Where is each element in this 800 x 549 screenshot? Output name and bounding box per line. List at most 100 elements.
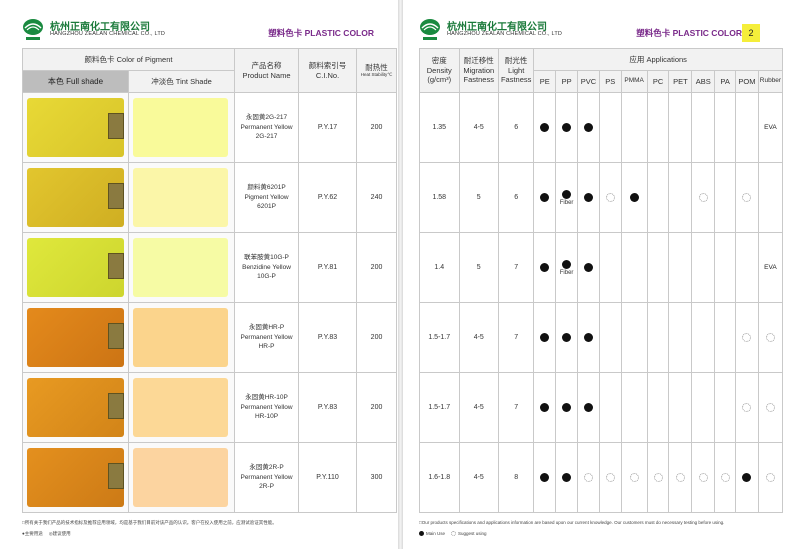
tint-shade-swatch xyxy=(133,98,229,157)
full-shade-swatch xyxy=(27,308,124,367)
suggest-use-icon xyxy=(742,403,752,412)
app-cell: Fiber xyxy=(555,232,578,303)
main-use-icon xyxy=(583,403,593,412)
main-use-icon xyxy=(562,403,572,412)
app-cell xyxy=(646,302,670,373)
tint-shade-swatch xyxy=(133,448,229,507)
app-cell xyxy=(620,232,648,303)
company-name-cn: 杭州正南化工有限公司 xyxy=(447,22,547,33)
app-col-header: PE xyxy=(533,70,557,93)
applications-header: 应用 Applications xyxy=(533,48,783,71)
app-cell xyxy=(555,302,578,373)
company-name-cn: 杭州正南化工有限公司 xyxy=(50,22,150,33)
page-number-badge: 2 xyxy=(742,24,760,42)
app-cell xyxy=(668,162,693,233)
product-name: 永固黄HR-P Permanent Yellow HR-P xyxy=(234,302,300,373)
app-text: EVA xyxy=(764,124,777,131)
app-cell xyxy=(646,92,670,163)
suggest-use-icon xyxy=(765,473,775,482)
app-cell xyxy=(620,302,648,373)
light-fastness: 7 xyxy=(497,372,535,443)
app-cell xyxy=(668,442,693,513)
app-cell xyxy=(598,232,622,303)
suggest-use-icon xyxy=(653,473,663,482)
main-use-icon xyxy=(540,193,550,202)
migration-fastness: 4-5 xyxy=(458,302,499,373)
migration-fastness: 4-5 xyxy=(458,92,499,163)
main-use-icon xyxy=(419,531,424,536)
app-cell xyxy=(714,232,736,303)
full-shade-swatch xyxy=(27,448,124,507)
migration-fastness: 4-5 xyxy=(458,372,499,443)
suggest-use-icon xyxy=(742,193,752,202)
app-cell: Fiber xyxy=(555,162,578,233)
app-cell xyxy=(757,372,784,443)
app-col-header: PC xyxy=(646,70,670,93)
suggest-use-icon xyxy=(605,193,615,202)
app-cell: EVA xyxy=(757,92,784,163)
app-cell xyxy=(598,302,622,373)
main-use-icon xyxy=(562,333,572,342)
density: 1.4 xyxy=(419,232,460,303)
heat-stability: 200 xyxy=(356,92,398,163)
app-cell xyxy=(646,162,670,233)
suggest-use-icon xyxy=(765,403,775,412)
app-col-header: PP xyxy=(555,70,578,93)
legend-suggest-use: Suggest using xyxy=(458,531,487,536)
application-row: 1.35 4-5 6 EVA xyxy=(419,92,784,163)
tint-shade-header: 冲淡色 Tint Shade xyxy=(127,70,236,93)
brand-title: 塑料色卡 PLASTIC COLOR xyxy=(636,28,742,38)
swatch-tab xyxy=(108,463,124,489)
ci-number: P.Y.110 xyxy=(298,442,358,513)
density: 1.58 xyxy=(419,162,460,233)
suggest-use-icon xyxy=(451,531,457,536)
swatch-tab xyxy=(108,113,124,139)
app-cell xyxy=(735,442,759,513)
main-use-icon xyxy=(562,123,572,132)
app-cell xyxy=(620,372,648,443)
ci-no-header: 颜料索引号 C.I.No. xyxy=(298,48,358,93)
swatch-tab xyxy=(108,253,124,279)
full-shade-swatch-cell xyxy=(22,232,129,303)
company-logo-icon xyxy=(23,19,43,40)
right-legend: Main Use Suggest using xyxy=(419,531,487,536)
app-cell xyxy=(714,442,736,513)
tint-shade-swatch-cell xyxy=(127,232,236,303)
left-page: 杭州正南化工有限公司 HANGZHOU ZEALAN CHEMICAL CO.,… xyxy=(0,0,398,549)
ci-number: P.Y.81 xyxy=(298,232,358,303)
app-col-header: PS xyxy=(598,70,622,93)
left-legend: ●主要用途 ◎建议使用 xyxy=(22,531,71,537)
tint-shade-swatch xyxy=(133,378,229,437)
tint-shade-swatch-cell xyxy=(127,372,236,443)
company-name-en: HANGZHOU ZEALAN CHEMICAL CO., LTD xyxy=(447,31,563,37)
product-name: 联苯胺黄10G-P Benzidine Yellow 10G-P xyxy=(234,232,300,303)
right-page: 杭州正南化工有限公司 HANGZHOU ZEALAN CHEMICAL CO.,… xyxy=(403,0,800,549)
main-use-icon xyxy=(583,123,593,132)
main-use-icon xyxy=(540,333,550,342)
light-fastness: 7 xyxy=(497,302,535,373)
suggest-use-icon xyxy=(629,473,639,482)
ci-number: P.Y.83 xyxy=(298,372,358,443)
app-cell xyxy=(598,372,622,443)
light-fastness: 8 xyxy=(497,442,535,513)
left-header: 杭州正南化工有限公司 HANGZHOU ZEALAN CHEMICAL CO.,… xyxy=(22,18,388,44)
full-shade-swatch xyxy=(27,378,124,437)
tint-shade-swatch xyxy=(133,308,229,367)
tint-shade-swatch-cell xyxy=(127,302,236,373)
migration-fastness: 5 xyxy=(458,162,499,233)
swatch-tab xyxy=(108,183,124,209)
light-fastness: 6 xyxy=(497,162,535,233)
product-row: 颜料黄6201P Pigment Yellow 6201P P.Y.62 240 xyxy=(22,162,398,233)
app-cell xyxy=(691,372,716,443)
legend-suggest-use: ◎建议使用 xyxy=(48,531,71,536)
main-use-icon xyxy=(562,473,572,482)
application-row: 1.4 5 7 Fiber EVA xyxy=(419,232,784,303)
app-cell xyxy=(577,162,600,233)
light-fastness: 7 xyxy=(497,232,535,303)
product-name: 颜料黄6201P Pigment Yellow 6201P xyxy=(234,162,300,233)
main-use-icon xyxy=(540,263,550,272)
right-footnote: □Our products specifications and applica… xyxy=(419,520,725,525)
app-cell xyxy=(533,442,557,513)
app-cell xyxy=(757,162,784,233)
heat-stability: 240 xyxy=(356,162,398,233)
